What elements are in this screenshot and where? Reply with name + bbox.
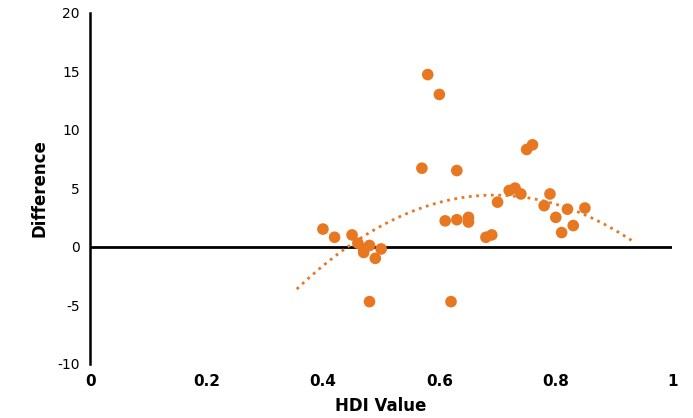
Point	[346, 232, 358, 238]
Point	[439, 217, 450, 224]
Point	[451, 167, 462, 174]
Point	[568, 222, 579, 229]
Point	[486, 232, 498, 238]
Point	[492, 199, 503, 206]
Point	[550, 214, 561, 221]
Point	[352, 240, 363, 247]
Point	[509, 185, 520, 191]
Point	[521, 146, 532, 153]
Point	[463, 219, 474, 225]
Point	[556, 229, 567, 236]
Point	[562, 206, 573, 212]
Y-axis label: Difference: Difference	[31, 139, 49, 237]
Point	[463, 214, 474, 221]
Point	[516, 191, 527, 197]
Point	[370, 255, 381, 262]
Point	[579, 205, 590, 212]
Point	[317, 226, 328, 232]
Point	[504, 187, 515, 194]
Point	[538, 202, 550, 209]
Point	[329, 234, 340, 241]
Point	[434, 91, 445, 98]
Point	[376, 246, 387, 252]
Point	[422, 71, 433, 78]
Point	[480, 234, 491, 241]
Point	[527, 141, 538, 148]
Point	[358, 246, 369, 252]
Point	[364, 298, 375, 305]
Point	[545, 191, 556, 197]
Point	[416, 165, 428, 171]
X-axis label: HDI Value: HDI Value	[335, 398, 427, 415]
Point	[451, 217, 462, 223]
Point	[446, 298, 457, 305]
Point	[358, 249, 369, 256]
Point	[364, 242, 375, 249]
